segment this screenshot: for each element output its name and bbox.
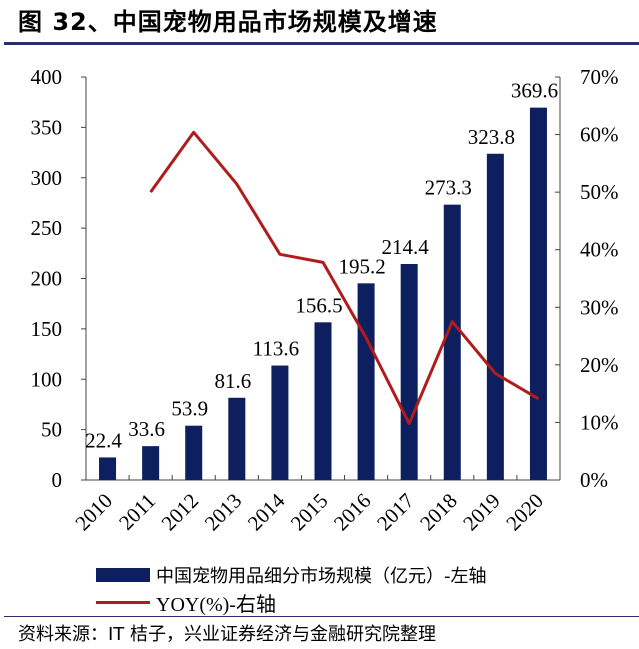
- bar: [443, 204, 461, 480]
- chart-title: 图 32、中国宠物用品市场规模及增速: [18, 8, 438, 36]
- x-axis-tick-label: 2016: [329, 489, 376, 536]
- title-divider: [4, 42, 639, 45]
- legend-swatch-line: [96, 601, 150, 604]
- right-axis-tick-label: 50%: [580, 180, 619, 204]
- left-axis-tick-label: 150: [31, 317, 63, 341]
- left-axis-tick-label: 50: [41, 418, 62, 442]
- bar: [228, 397, 246, 480]
- bar: [357, 283, 375, 480]
- x-axis-tick-label: 2012: [157, 489, 204, 536]
- bar-data-label: 195.2: [338, 254, 385, 278]
- bar: [99, 457, 117, 480]
- x-axis-tick-label: 2018: [415, 489, 462, 536]
- bar-data-label: 323.8: [468, 125, 515, 149]
- chart: 0 50 100 150 200 250 300 350 400 0% 10% 20% 30% 40% 50…: [31, 65, 619, 536]
- bar-data-label: 214.4: [382, 235, 430, 259]
- x-axis-tick-label: 2017: [372, 489, 419, 536]
- left-axis-tick-label: 400: [31, 65, 63, 89]
- legend-swatch-bar: [96, 568, 150, 582]
- bar-data-label: 113.6: [253, 337, 299, 361]
- x-axis-tick-label: 2011: [114, 489, 160, 535]
- x-axis-tick-label: 2019: [458, 489, 505, 536]
- bar: [486, 153, 504, 481]
- x-axis-tick-label: 2015: [286, 489, 333, 536]
- bar: [271, 365, 289, 480]
- bar: [529, 107, 547, 481]
- legend-label-bar: 中国宠物用品细分市场规模（亿元）-左轴: [156, 566, 487, 587]
- left-axis-tick-label: 300: [31, 166, 63, 190]
- bar-data-label: 156.5: [295, 293, 342, 317]
- bar: [400, 263, 418, 480]
- bar: [142, 446, 160, 480]
- bar-data-label: 33.6: [128, 417, 165, 441]
- x-axis-tick-label: 2014: [243, 488, 290, 535]
- right-axis-tick-label: 30%: [580, 295, 619, 319]
- bar-data-label: 53.9: [171, 397, 208, 421]
- left-axis-tick-label: 0: [52, 468, 63, 492]
- bar-data-label: 273.3: [425, 176, 472, 200]
- legend-label-line: YOY(%)-右轴: [156, 594, 276, 616]
- left-axis-tick-label: 250: [31, 216, 63, 240]
- right-axis-tick-label: 40%: [580, 238, 619, 262]
- right-axis-tick-label: 10%: [580, 410, 619, 434]
- bar: [185, 425, 203, 480]
- right-axis-tick-label: 20%: [580, 353, 619, 377]
- x-axis-tick-label: 2010: [70, 489, 117, 536]
- right-axis-tick-label: 70%: [580, 65, 619, 89]
- right-axis-tick-label: 0%: [580, 468, 608, 492]
- source-note: 资料来源：IT 桔子，兴业证券经济与金融研究院整理: [18, 624, 437, 645]
- bar: [314, 322, 332, 480]
- left-axis-tick-label: 350: [31, 115, 63, 139]
- left-axis-tick-label: 200: [31, 267, 63, 291]
- source-divider: [4, 616, 639, 617]
- left-axis-tick-label: 100: [31, 367, 63, 391]
- yoy-line: [149, 130, 540, 426]
- bar-data-label: 369.6: [511, 79, 558, 103]
- x-axis-tick-label: 2013: [200, 489, 247, 536]
- x-axis-tick-label: 2020: [501, 489, 548, 536]
- legend-item-bar: 中国宠物用品细分市场规模（亿元）-左轴: [96, 562, 487, 588]
- legend-item-line: YOY(%)-右轴: [96, 588, 276, 617]
- bar-data-label: 81.6: [214, 369, 251, 393]
- bar-data-label: 22.4: [85, 428, 122, 452]
- right-axis-tick-label: 60%: [580, 123, 619, 147]
